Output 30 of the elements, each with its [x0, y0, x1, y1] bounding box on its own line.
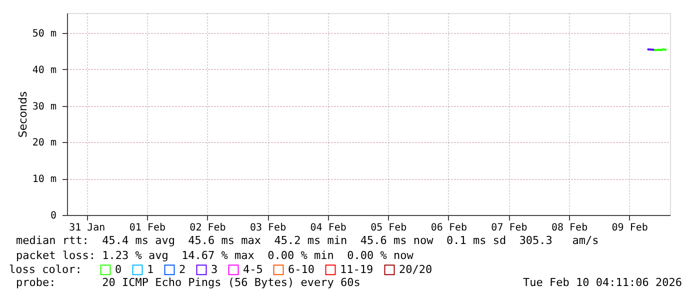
legend-label: 1 — [147, 262, 154, 276]
x-tick-label: 04 Feb — [310, 222, 346, 234]
x-tick-label: 02 Feb — [190, 222, 226, 234]
y-tick-label: 10 m — [32, 174, 56, 186]
x-tick-label: 03 Feb — [250, 222, 286, 234]
legend-label: 6-10 — [288, 262, 314, 276]
legend-label: 2 — [179, 262, 186, 276]
y-tick-label: 40 m — [32, 64, 56, 76]
text: Tue Feb 10 04:11:06 2026 — [523, 276, 682, 289]
x-tick-label: 09 Feb — [612, 222, 648, 234]
legend-title: loss color: — [9, 263, 82, 276]
y-tick-label: 0 — [50, 210, 56, 222]
legend-label: 0 — [115, 262, 122, 276]
legend-label: 11-19 — [340, 262, 374, 276]
y-tick-label: 20 m — [32, 138, 56, 149]
y-tick-label: 50 m — [32, 28, 56, 40]
legend-label: 20/20 — [399, 262, 432, 276]
x-tick-label: 08 Feb — [551, 222, 588, 234]
text: median rtt: 45.4 ms avg 45.6 ms max 45.2 ms min 45.6 ms now 0.1 ms sd 305.3 am/s — [16, 234, 599, 247]
x-tick-label: 06 Feb — [430, 222, 467, 234]
x-tick-label: 31 Jan — [69, 222, 106, 234]
text: packet loss: 1.23 % avg 14.67 % max 0.00 % min 0.00 % now — [16, 249, 414, 262]
x-tick-label: 07 Feb — [491, 222, 528, 234]
y-axis-title: Seconds — [16, 91, 30, 138]
x-tick-label: 01 Feb — [129, 222, 166, 234]
y-tick-label: 30 m — [32, 101, 56, 112]
text: probe: 20 ICMP Echo Pings (56 Bytes) every 60s — [16, 276, 360, 289]
legend-label: 3 — [211, 262, 218, 276]
legend-label: 4-5 — [243, 262, 263, 276]
x-tick-label: 05 Feb — [370, 222, 407, 234]
